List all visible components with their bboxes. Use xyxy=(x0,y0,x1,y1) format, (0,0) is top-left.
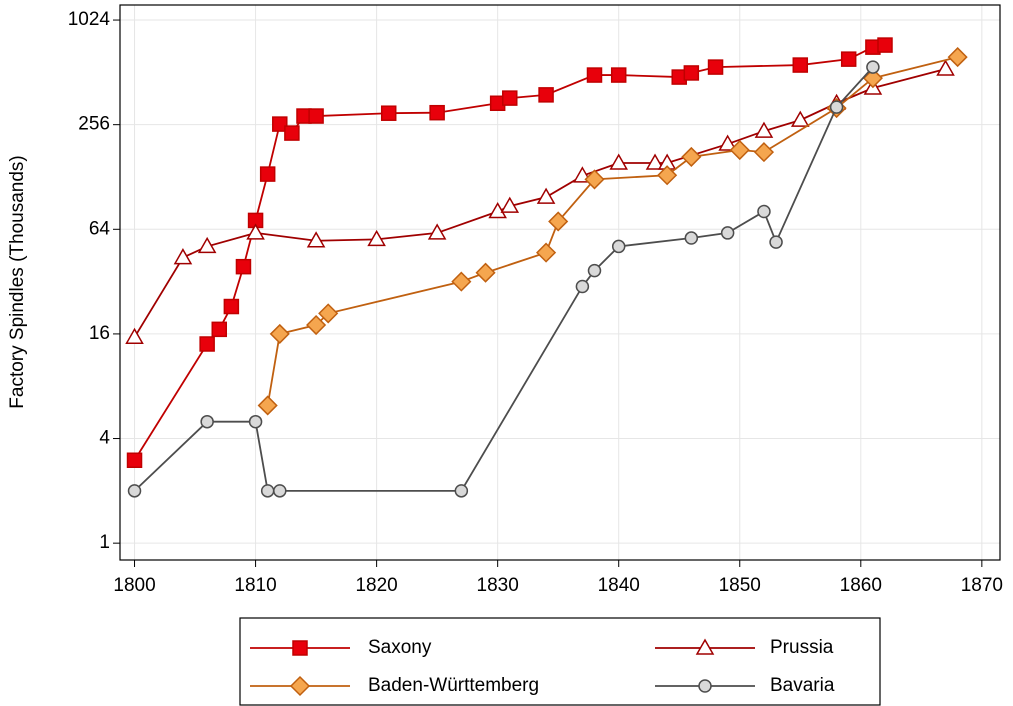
x-tick-label: 1800 xyxy=(113,575,155,596)
data-point xyxy=(548,211,569,232)
data-point xyxy=(488,202,507,219)
data-point xyxy=(125,327,144,345)
data-point xyxy=(454,484,469,498)
data-point xyxy=(272,116,288,132)
data-point xyxy=(769,235,783,249)
data-point xyxy=(223,298,240,315)
x-tick-label: 1860 xyxy=(840,575,882,596)
data-point xyxy=(126,452,143,468)
data-point xyxy=(645,153,665,170)
data-point xyxy=(877,37,893,53)
y-axis-label: Factory Spindles (Thousands) xyxy=(7,155,28,408)
data-point xyxy=(197,236,217,254)
data-point xyxy=(308,108,324,124)
data-point xyxy=(380,105,397,121)
data-point xyxy=(947,47,968,68)
y-tick-label: 4 xyxy=(99,428,110,449)
y-tick-label: 1 xyxy=(99,532,110,553)
legend-label: Saxony xyxy=(368,637,432,658)
legend-box xyxy=(239,617,881,706)
legend-marker xyxy=(289,675,311,697)
data-point xyxy=(318,303,339,324)
legend-label: Baden-Württemberg xyxy=(368,675,539,696)
data-point xyxy=(729,139,750,161)
data-point xyxy=(246,223,265,240)
x-tick-label: 1810 xyxy=(234,575,276,596)
data-point xyxy=(500,196,520,213)
y-tick-label: 256 xyxy=(78,114,110,135)
data-point xyxy=(684,231,699,245)
data-point xyxy=(657,165,678,186)
legend-label: Prussia xyxy=(770,637,834,658)
data-point xyxy=(757,204,771,219)
data-point xyxy=(199,336,215,352)
data-point xyxy=(259,166,276,182)
data-point xyxy=(790,110,810,127)
data-point xyxy=(683,65,700,81)
data-point xyxy=(587,263,602,278)
data-point xyxy=(200,414,214,429)
data-point xyxy=(610,67,627,83)
y-tick-label: 1024 xyxy=(68,9,111,30)
data-point xyxy=(273,484,287,498)
data-point xyxy=(173,248,193,265)
data-point xyxy=(257,395,278,416)
data-point xyxy=(260,484,275,498)
data-point xyxy=(936,59,955,76)
data-point xyxy=(609,153,628,170)
x-tick-label: 1840 xyxy=(598,575,640,596)
data-point xyxy=(707,59,724,75)
x-tick-label: 1820 xyxy=(355,575,397,596)
data-point xyxy=(754,121,774,138)
data-point xyxy=(306,314,327,336)
data-point xyxy=(792,57,809,73)
data-point xyxy=(538,87,554,103)
data-point xyxy=(536,242,557,263)
series-line xyxy=(133,44,886,461)
series-line xyxy=(266,56,958,406)
x-tick-label: 1850 xyxy=(719,575,761,596)
legend-marker xyxy=(698,679,712,693)
data-point xyxy=(475,262,496,283)
x-tick-label: 1870 xyxy=(961,575,1003,596)
data-point xyxy=(753,142,775,163)
data-point xyxy=(866,60,880,74)
data-point xyxy=(536,187,556,204)
plot-frame xyxy=(119,4,1001,561)
data-point xyxy=(502,90,518,106)
data-point xyxy=(829,100,844,114)
data-point xyxy=(284,125,300,141)
data-point xyxy=(211,321,228,338)
y-tick-label: 64 xyxy=(89,218,111,239)
data-point xyxy=(429,104,445,121)
data-point xyxy=(575,279,590,294)
data-point xyxy=(611,239,626,254)
data-point xyxy=(127,484,142,498)
data-point xyxy=(718,134,737,151)
data-point xyxy=(584,169,605,190)
data-point xyxy=(586,67,603,83)
legend-marker xyxy=(695,638,715,655)
legend-label: Bavaria xyxy=(770,675,835,696)
data-point xyxy=(862,68,883,89)
legend-marker xyxy=(292,640,308,656)
data-point xyxy=(235,258,252,275)
y-tick-label: 16 xyxy=(89,323,110,344)
data-point xyxy=(681,146,702,167)
data-point xyxy=(248,414,263,429)
x-tick-label: 1830 xyxy=(477,575,519,596)
data-point xyxy=(720,226,735,240)
data-point xyxy=(451,271,472,292)
data-point xyxy=(269,323,290,344)
data-point xyxy=(427,223,447,240)
data-point xyxy=(367,229,386,247)
data-point xyxy=(306,231,326,248)
data-point xyxy=(840,51,857,67)
